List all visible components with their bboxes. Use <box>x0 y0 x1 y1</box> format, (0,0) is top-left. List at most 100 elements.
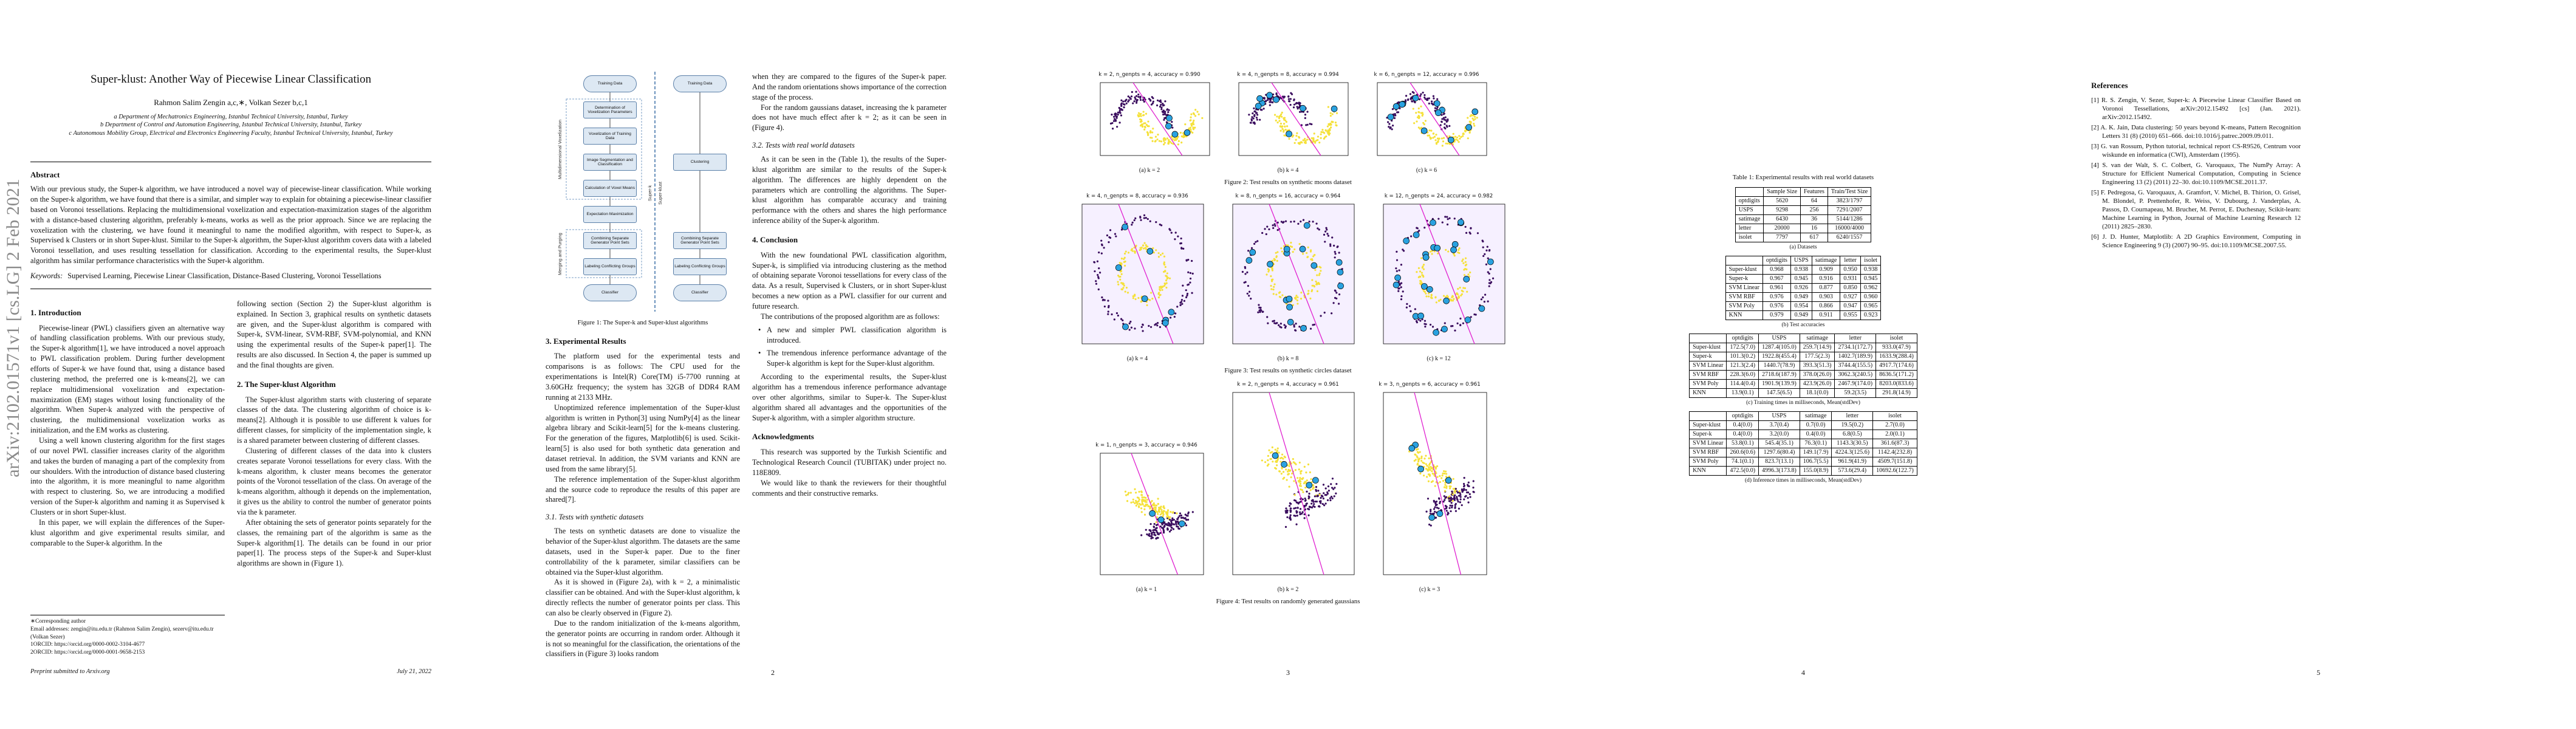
data-point <box>1267 459 1269 461</box>
data-point <box>1123 258 1125 260</box>
data-point <box>1150 292 1153 294</box>
data-point <box>1316 283 1318 286</box>
data-point <box>1445 487 1448 489</box>
data-point <box>1155 537 1157 539</box>
data-point <box>1100 239 1103 242</box>
data-point <box>1162 113 1165 115</box>
data-point <box>1435 142 1438 145</box>
data-point <box>1454 487 1457 490</box>
data-point <box>1470 227 1472 229</box>
figure-caption: Figure 4: Test results on randomly gener… <box>1216 598 1360 606</box>
data-point <box>1301 488 1304 491</box>
data-point <box>1107 310 1109 313</box>
row-label: Super-k <box>1689 352 1727 361</box>
figure-panel: k = 12, n_genpts = 24, accuracy = 0.982(… <box>1369 193 1509 363</box>
data-point <box>1161 289 1163 291</box>
data-point <box>1406 303 1408 305</box>
data-point <box>1253 107 1255 109</box>
data-point <box>1431 325 1434 328</box>
row-label: SVM Poly <box>1689 457 1727 467</box>
row-label: SVM RBF <box>1689 370 1727 380</box>
data-point <box>1448 217 1451 219</box>
panel-title: k = 2, n_genpts = 4, accuracy = 0.961 <box>1237 381 1339 388</box>
data-point <box>1283 122 1286 125</box>
data-point <box>1173 315 1176 318</box>
data-point <box>1162 109 1165 112</box>
data-point <box>1143 508 1146 510</box>
table-cell: 0.4(0.0) <box>1726 420 1759 430</box>
data-point <box>1488 278 1491 281</box>
data-point <box>1133 250 1136 252</box>
data-point <box>1126 499 1129 502</box>
data-point <box>1162 140 1165 142</box>
data-point <box>1192 126 1194 129</box>
data-point <box>1408 304 1411 307</box>
data-point <box>1450 510 1452 512</box>
table-row: SVM RBF 260.6(0.6) 1297.6(80.4) 149.1(7.9) 4… <box>1689 448 1917 457</box>
data-point <box>1315 500 1318 502</box>
data-point <box>1181 303 1184 305</box>
decision-boundary <box>1410 82 1460 156</box>
data-point <box>1107 299 1109 302</box>
data-point <box>1146 533 1148 535</box>
data-point <box>1293 324 1295 326</box>
para: Using a well known clustering algorithm … <box>30 436 225 516</box>
data-point <box>1163 112 1166 114</box>
data-point <box>1132 296 1135 299</box>
data-point <box>1247 249 1250 252</box>
column-header: letter <box>1831 411 1874 421</box>
data-point <box>1445 509 1448 512</box>
plot-background <box>1232 392 1355 575</box>
table-cell: 0.909 <box>1811 265 1841 275</box>
data-point <box>1303 505 1306 508</box>
generator-point <box>1166 114 1173 122</box>
data-point <box>1298 481 1301 483</box>
data-point <box>1139 502 1141 505</box>
data-point <box>1299 476 1301 479</box>
data-point <box>1298 111 1301 113</box>
data-point <box>1129 491 1132 494</box>
data-point <box>1162 515 1164 517</box>
data-point <box>1272 227 1275 229</box>
data-point <box>1095 282 1098 285</box>
data-point <box>1142 111 1145 113</box>
table-cell: 0.850 <box>1840 283 1861 293</box>
data-point <box>1444 504 1447 507</box>
para: According to the experimental results, t… <box>752 372 947 422</box>
page-number: 5 <box>2317 668 2320 677</box>
data-point <box>1430 467 1433 470</box>
data-point <box>1399 107 1401 109</box>
generator-point <box>1157 516 1165 523</box>
data-point <box>1327 489 1330 491</box>
generator-point <box>1337 269 1344 275</box>
data-point <box>1100 252 1103 255</box>
panel-title: k = 4, n_genpts = 8, accuracy = 0.994 <box>1237 72 1339 78</box>
data-point <box>1459 317 1462 320</box>
table-cell: 155.0(8.9) <box>1799 466 1832 476</box>
data-point <box>1289 245 1292 247</box>
column-header: isolet <box>1875 334 1917 343</box>
data-point <box>1186 294 1188 296</box>
data-point <box>1130 95 1133 97</box>
data-point <box>1431 470 1433 472</box>
data-point <box>1153 522 1156 525</box>
data-point <box>1445 295 1447 298</box>
data-point <box>1248 113 1250 116</box>
data-point <box>1417 107 1420 109</box>
data-point <box>1182 135 1184 138</box>
data-point <box>1420 272 1423 274</box>
data-point <box>1440 137 1443 140</box>
data-point <box>1425 467 1428 470</box>
results-table: optdigits USPS satimage letter isolet Super-k… <box>1725 256 1882 320</box>
data-point <box>1410 96 1413 98</box>
footer-right: July 21, 2022 <box>397 668 431 675</box>
table-cell: 4917.7(174.6) <box>1875 361 1917 371</box>
results-table: optdigits USPS satimage letter isolet Super-k… <box>1689 411 1917 476</box>
page: k = 2, n_genpts = 4, accuracy = 0.990 (a)… <box>1030 0 1546 729</box>
data-point <box>1324 487 1327 490</box>
data-point <box>1171 519 1173 521</box>
data-point <box>1287 244 1289 247</box>
data-point <box>1420 126 1422 129</box>
data-point <box>1433 250 1436 252</box>
